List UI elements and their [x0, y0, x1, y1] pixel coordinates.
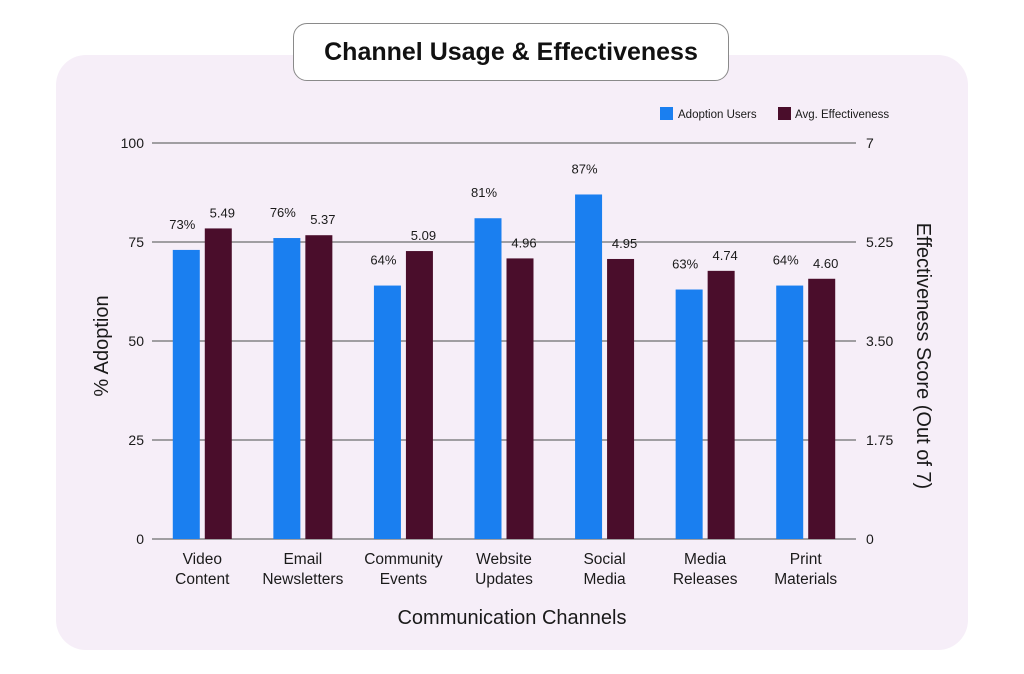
- y2-tick-label: 5.25: [866, 234, 893, 250]
- x-tick-label: Community: [364, 551, 443, 568]
- x-tick-label: Website: [476, 551, 532, 568]
- y-tick-label: 100: [121, 135, 145, 151]
- y-tick-label: 75: [128, 234, 144, 250]
- bar-adoption: [776, 285, 804, 539]
- data-label-effectiveness: 5.37: [310, 212, 335, 227]
- data-label-effectiveness: 5.49: [210, 205, 235, 220]
- bar-effectiveness: [204, 228, 232, 539]
- bar-adoption: [273, 238, 301, 540]
- chart-title-box: Channel Usage & Effectiveness: [293, 23, 729, 81]
- data-label-adoption: 87%: [572, 161, 598, 176]
- legend-label-adoption: Adoption Users: [678, 109, 757, 121]
- chart-title: Channel Usage & Effectiveness: [324, 37, 698, 66]
- data-label-adoption: 76%: [270, 205, 296, 220]
- legend-swatch-effectiveness: [778, 107, 791, 120]
- x-tick-label: Materials: [774, 571, 837, 588]
- y-axis-title: % Adoption: [91, 295, 113, 396]
- data-label-adoption: 81%: [471, 185, 497, 200]
- bar-adoption: [172, 249, 200, 540]
- data-label-adoption: 64%: [370, 253, 396, 268]
- bar-adoption: [575, 194, 603, 540]
- y2-tick-label: 0: [866, 531, 874, 547]
- legend-swatch-adoption: [660, 107, 673, 120]
- y2-axis-title: Effectiveness Score (Out of 7): [912, 223, 934, 489]
- data-label-effectiveness: 5.09: [411, 228, 436, 243]
- x-axis-title: Communication Channels: [397, 607, 626, 629]
- y-tick-label: 25: [128, 432, 144, 448]
- x-tick-label: Events: [380, 571, 428, 588]
- x-tick-label: Social: [583, 551, 625, 568]
- bar-effectiveness: [305, 235, 333, 539]
- y2-tick-label: 7: [866, 135, 874, 151]
- x-tick-label: Content: [175, 571, 230, 588]
- y-tick-label: 0: [136, 531, 144, 547]
- x-tick-label: Media: [684, 551, 727, 568]
- data-label-effectiveness: 4.96: [511, 235, 536, 250]
- x-tick-label: Media: [583, 571, 626, 588]
- legend-label-effectiveness: Avg. Effectiveness: [795, 109, 889, 121]
- data-label-adoption: 73%: [169, 217, 195, 232]
- bar-effectiveness: [607, 258, 635, 539]
- data-label-effectiveness: 4.95: [612, 236, 637, 251]
- x-tick-label: Updates: [475, 571, 533, 588]
- bar-effectiveness: [506, 258, 534, 539]
- bar-adoption: [474, 218, 502, 540]
- data-label-adoption: 63%: [672, 257, 698, 272]
- x-tick-label: Video: [183, 551, 222, 568]
- y2-tick-label: 1.75: [866, 432, 893, 448]
- x-tick-label: Releases: [673, 571, 738, 588]
- bar-effectiveness: [707, 270, 735, 539]
- y2-tick-label: 3.50: [866, 333, 893, 349]
- data-label-effectiveness: 4.74: [712, 248, 737, 263]
- data-label-effectiveness: 4.60: [813, 256, 838, 271]
- bar-adoption: [675, 289, 703, 539]
- data-label-adoption: 64%: [773, 253, 799, 268]
- x-tick-label: Print: [790, 551, 823, 568]
- y-tick-label: 50: [128, 333, 144, 349]
- x-tick-label: Email: [283, 551, 322, 568]
- bar-effectiveness: [808, 278, 836, 539]
- bar-effectiveness: [405, 251, 433, 539]
- x-tick-label: Newsletters: [262, 571, 343, 588]
- bar-adoption: [373, 285, 401, 539]
